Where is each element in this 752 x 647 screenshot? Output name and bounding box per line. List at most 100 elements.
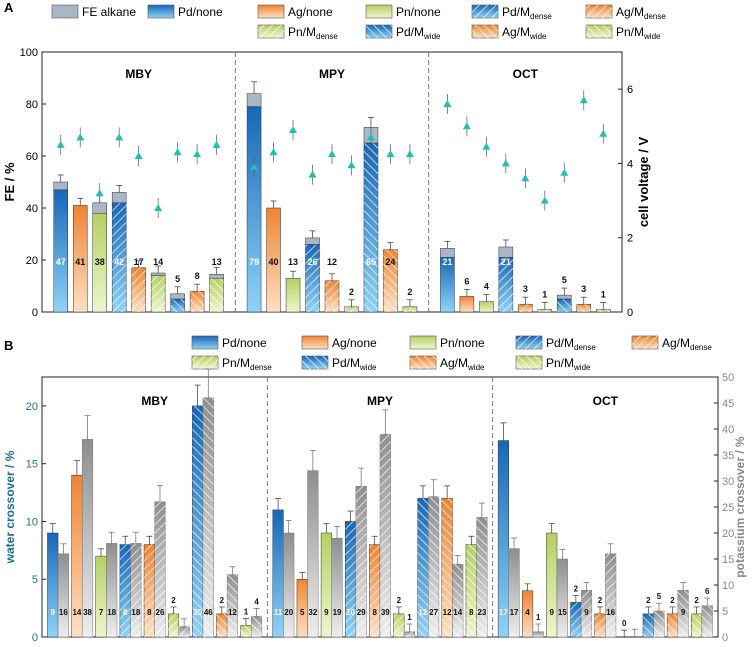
data-label-a-2-7: 3 bbox=[581, 284, 586, 294]
data-label-b-k-0-4: 26 bbox=[156, 608, 165, 617]
volt-marker-0-7 bbox=[193, 150, 202, 158]
volt-marker-2-4 bbox=[521, 174, 530, 182]
y2tick-label-a-2: 4 bbox=[627, 158, 633, 170]
data-label-b-k-1-3: 29 bbox=[357, 608, 366, 617]
volt-marker-1-1 bbox=[269, 148, 278, 156]
group-label-a-1: MPY bbox=[319, 67, 345, 81]
legend-b-entry-1: Ag/none bbox=[301, 335, 377, 350]
bar-b-water-hatch-0-8 bbox=[240, 625, 252, 637]
bar-a-1-2 bbox=[285, 277, 301, 313]
legend-b-entry-7: Ag/Mwide bbox=[409, 355, 485, 372]
legend-a-entry-1: Pd/none bbox=[147, 4, 223, 19]
data-label-b-water-2-1: 4 bbox=[525, 608, 530, 617]
bar-b-k-1-0 bbox=[283, 532, 295, 638]
ytick-label-a-1: 20 bbox=[26, 255, 38, 267]
bar-b-k-2-2 bbox=[556, 558, 568, 638]
bar-a-hatch-2-7 bbox=[576, 304, 591, 312]
volt-marker-1-0 bbox=[250, 163, 259, 171]
data-label-a-1-3: 26 bbox=[308, 257, 318, 267]
data-label-a-1-5: 2 bbox=[349, 287, 354, 297]
bar-a-2-2 bbox=[479, 301, 494, 313]
bar-a-hatch-0-3 bbox=[112, 202, 127, 312]
data-label-a-1-6: 65 bbox=[366, 257, 376, 267]
bar-a-hatch-2-6 bbox=[557, 299, 572, 312]
volt-marker-2-2 bbox=[482, 142, 491, 150]
data-label-a-1-7: 24 bbox=[385, 257, 395, 267]
ytick-label-b-2: 10 bbox=[26, 516, 38, 528]
volt-marker-0-1 bbox=[76, 133, 85, 141]
bar-b-water-hatch-1-7 bbox=[441, 498, 453, 637]
data-label-b-k-0-3: 18 bbox=[131, 608, 140, 617]
volt-marker-2-7 bbox=[579, 96, 588, 104]
svg-text:Pd/Mwide: Pd/Mwide bbox=[396, 25, 441, 41]
group-label-a-2: OCT bbox=[513, 67, 539, 81]
legend-a-entry-2: Ag/none bbox=[257, 4, 333, 19]
volt-marker-1-8 bbox=[405, 150, 414, 158]
bar-a-alkane-0-3 bbox=[111, 192, 127, 204]
bar-a-hatch-0-4 bbox=[131, 267, 146, 312]
bar-a-hatch-0-7 bbox=[190, 291, 205, 312]
bar-b-water-hatch-0-3 bbox=[119, 544, 131, 637]
data-label-b-water-1-1: 5 bbox=[300, 608, 305, 617]
data-label-b-water-1-8: 8 bbox=[469, 608, 474, 617]
legend-b-entry-4: Ag/Mdense bbox=[631, 335, 712, 352]
bar-b-k-2-1 bbox=[532, 631, 544, 638]
bar-a-hatch-0-5 bbox=[151, 275, 166, 312]
data-label-b-k-1-4: 39 bbox=[381, 608, 390, 617]
ytick-label-a-5: 100 bbox=[20, 47, 38, 59]
data-label-b-k-1-7: 14 bbox=[453, 608, 462, 617]
bar-a-hatch-2-3 bbox=[498, 257, 513, 312]
y2tick-label-b-3: 15 bbox=[722, 554, 734, 566]
data-label-b-k-2-7: 9 bbox=[681, 608, 686, 617]
data-label-b-water-2-3: 2 bbox=[574, 584, 579, 593]
data-label-b-water-2-7: 2 bbox=[670, 596, 675, 605]
bar-b-k-hatch-2-3 bbox=[581, 590, 592, 637]
svg-text:Ag/none: Ag/none bbox=[332, 336, 377, 350]
volt-marker-2-0 bbox=[443, 100, 452, 107]
svg-text:Pd/none: Pd/none bbox=[222, 336, 267, 350]
y2tick-label-a-1: 2 bbox=[627, 233, 633, 245]
data-label-a-2-0: 21 bbox=[442, 257, 452, 267]
svg-text:Pn/none: Pn/none bbox=[440, 336, 485, 350]
legend-b-entry-3: Pd/Mdense bbox=[515, 335, 596, 352]
bar-b-k-hatch-1-7 bbox=[452, 564, 464, 637]
ylabel-b: water crossover / % bbox=[3, 450, 17, 564]
bar-b-k-hatch-0-8 bbox=[251, 616, 262, 637]
bar-a-alkane-0-8 bbox=[209, 274, 224, 279]
bar-a-hatch-2-5 bbox=[537, 309, 552, 312]
group-label-b-2: OCT bbox=[593, 394, 619, 408]
volt-marker-0-4 bbox=[134, 152, 143, 159]
y2label-b: potassium crossover / % bbox=[733, 436, 747, 578]
y2label-a: cell voltage / V bbox=[636, 137, 651, 228]
data-label-b-water-2-4: 2 bbox=[598, 596, 603, 605]
ytick-label-b-4: 20 bbox=[26, 401, 38, 413]
y2tick-label-b-6: 30 bbox=[722, 476, 734, 488]
y2tick-label-b-2: 10 bbox=[722, 580, 734, 592]
svg-text:Ag/none: Ag/none bbox=[288, 5, 333, 19]
y2tick-label-b-8: 40 bbox=[722, 424, 734, 436]
volt-marker-0-6 bbox=[173, 148, 182, 156]
data-label-a-0-2: 38 bbox=[95, 257, 105, 267]
data-label-b-water-2-6: 2 bbox=[646, 596, 651, 605]
legend-a-entry-5: Ag/Mdense bbox=[585, 4, 666, 21]
data-label-b-k-0-8: 4 bbox=[254, 597, 259, 606]
data-label-a-1-2: 13 bbox=[288, 257, 298, 267]
data-label-b-water-1-3: 10 bbox=[346, 608, 355, 617]
bar-b-k-2-0 bbox=[508, 548, 520, 638]
data-label-b-k-2-2: 15 bbox=[558, 608, 567, 617]
data-label-b-k-1-6: 27 bbox=[429, 608, 438, 617]
bar-b-water-hatch-0-6 bbox=[192, 405, 203, 637]
volt-marker-2-8 bbox=[599, 129, 608, 137]
volt-marker-2-5 bbox=[540, 196, 549, 204]
group-label-b-1: MPY bbox=[367, 394, 393, 408]
group-label-a-0: MBY bbox=[125, 67, 152, 81]
data-label-b-k-2-1: 1 bbox=[536, 613, 541, 622]
y2tick-label-b-5: 25 bbox=[722, 502, 734, 514]
volt-marker-2-1 bbox=[462, 122, 471, 130]
bar-b-k-0-0 bbox=[57, 553, 69, 638]
ytick-label-a-0: 0 bbox=[32, 307, 38, 319]
bar-a-hatch-1-5 bbox=[344, 306, 359, 312]
svg-text:Ag/Mdense: Ag/Mdense bbox=[662, 336, 712, 352]
